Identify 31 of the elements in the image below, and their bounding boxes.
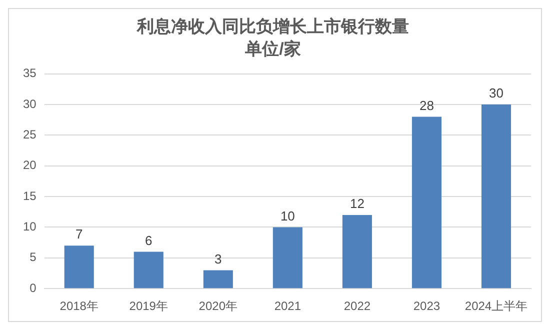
- x-tick-label: 2022: [344, 299, 371, 314]
- data-label: 6: [145, 232, 152, 248]
- data-label: 12: [350, 196, 364, 212]
- data-label: 30: [489, 86, 504, 101]
- y-tick-label: 0: [30, 280, 37, 295]
- y-tick-label: 35: [22, 66, 37, 80]
- y-tick-label: 5: [30, 250, 37, 264]
- bar: [412, 116, 442, 288]
- x-tick-label: 2023: [413, 299, 440, 314]
- data-label: 28: [419, 98, 434, 113]
- y-tick-label: 25: [22, 127, 37, 142]
- bar: [342, 214, 372, 288]
- x-tick-label: 2018年: [60, 299, 98, 314]
- bar: [134, 252, 164, 288]
- chart-title: 利息净收入同比负增长上市银行数量: [136, 16, 409, 36]
- x-tick-label: 2019年: [129, 299, 168, 314]
- bar: [481, 104, 512, 288]
- x-tick-label: 2021: [274, 299, 302, 314]
- bar: [203, 270, 233, 288]
- x-tick-label: 2024上半年: [464, 299, 528, 314]
- y-tick-label: 30: [22, 96, 37, 111]
- y-tick-label: 20: [22, 158, 37, 172]
- x-tick-label: 2020年: [198, 299, 238, 314]
- y-tick-label: 15: [22, 188, 37, 203]
- data-label: 3: [214, 251, 222, 266]
- bar: [272, 227, 302, 288]
- chart-subtitle: 单位/家: [244, 39, 301, 58]
- data-label: 10: [280, 208, 295, 224]
- y-tick-label: 10: [22, 220, 37, 234]
- bar: [64, 246, 94, 288]
- data-label: 7: [75, 226, 83, 242]
